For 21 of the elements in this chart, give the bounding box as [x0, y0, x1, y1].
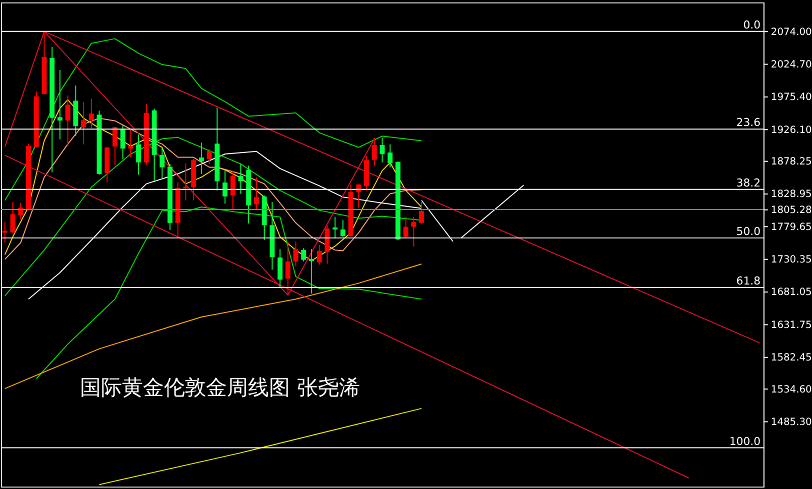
- y-tick-label: 2074.00: [770, 26, 812, 38]
- y-tick-label: 1779.65: [770, 222, 812, 233]
- y-tick-label: 1828.95: [770, 189, 812, 200]
- y-tick-label: 1681.05: [770, 287, 812, 298]
- annotation: 38.2: [736, 176, 761, 190]
- annotation: 100.0: [729, 434, 761, 448]
- y-tick-label: 1485.30: [770, 416, 812, 428]
- y-tick-label: 1926.10: [770, 124, 812, 136]
- annotation: 国际黄金伦敦金周线图 张尧浠: [80, 376, 360, 400]
- y-tick-label: 1730.35: [770, 254, 812, 266]
- y-tick-label: 1878.25: [770, 156, 812, 168]
- y-tick-label: 1534.60: [770, 384, 812, 396]
- annotation: 61.8: [736, 274, 761, 288]
- y-tick-label: 1582.45: [770, 352, 812, 364]
- y-tick-label: 1631.75: [770, 320, 812, 331]
- y-tick-label: 2024.70: [770, 60, 812, 71]
- y-tick-label: 1975.40: [770, 92, 812, 104]
- annotation: 23.6: [736, 116, 761, 130]
- annotation: 0.0: [743, 18, 761, 32]
- annotation: 50.0: [736, 224, 761, 238]
- y-tick-label: 1805.28: [770, 204, 812, 216]
